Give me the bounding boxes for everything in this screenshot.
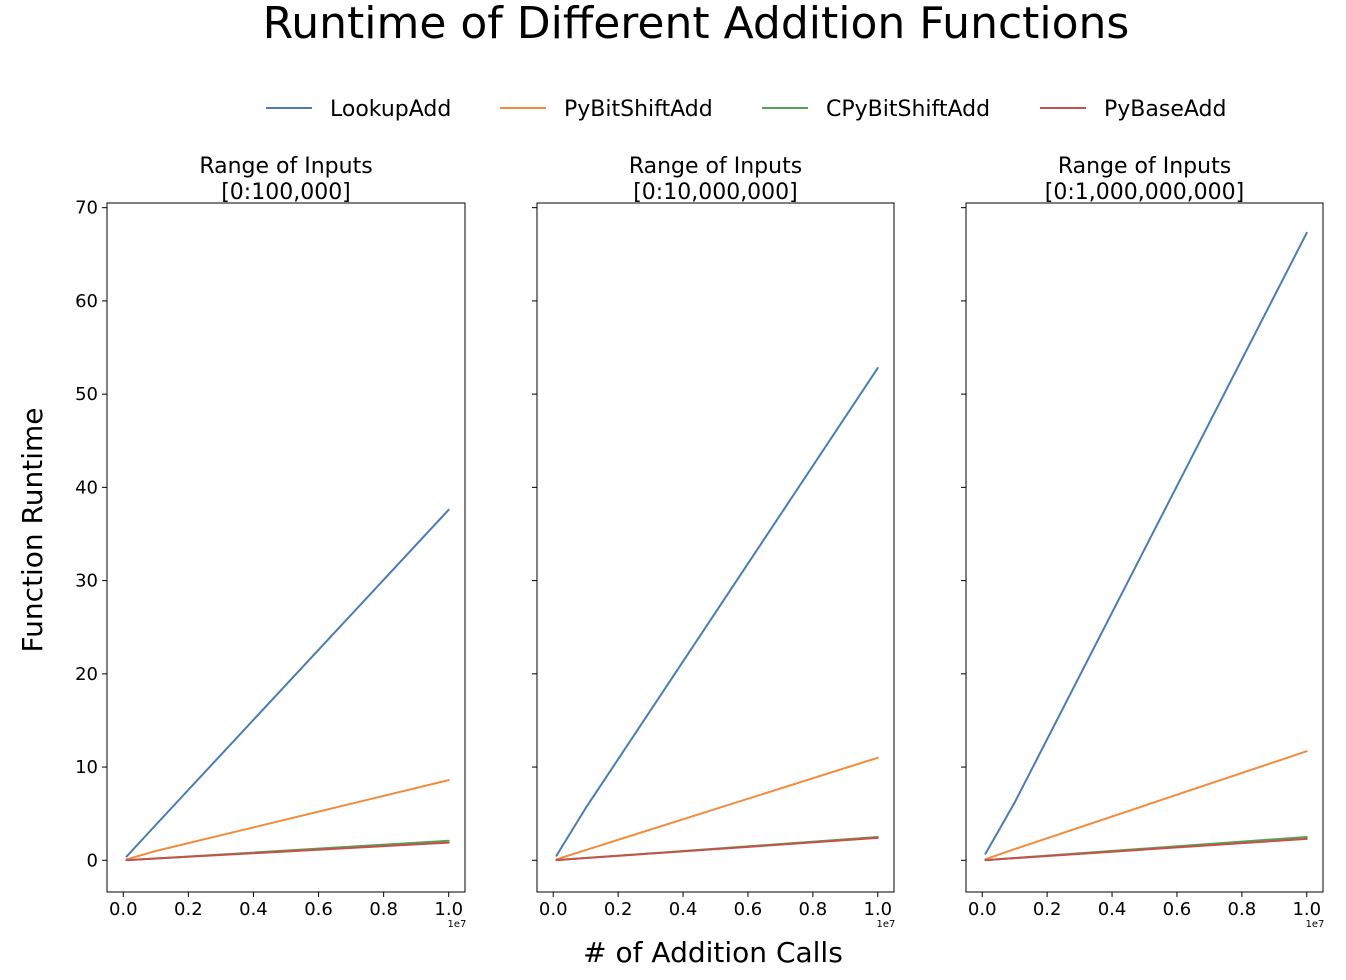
x-tick-label: 1.0 <box>1292 899 1321 920</box>
series-line-pybaseadd <box>555 836 879 862</box>
x-tick-label: 0.6 <box>304 899 333 920</box>
subplot-3: Range of Inputs[0:1,000,000,000] 0.0 0.2 0.… <box>961 154 1324 930</box>
legend-label-cpybitshiftadd: CPyBitShiftAdd <box>826 97 990 122</box>
legend-label-pybaseadd: PyBaseAdd <box>1104 97 1226 122</box>
x-offset-label: 1e7 <box>448 919 467 930</box>
legend: LookupAdd PyBitShiftAdd CPyBitShiftAdd PyBa… <box>266 97 1226 122</box>
y-tick-label: 30 <box>75 571 98 592</box>
axes-frame <box>536 202 895 893</box>
x-tick-label: 1.0 <box>434 899 463 920</box>
y-tick-label: 50 <box>75 384 98 405</box>
subplot-title-line2: [0:100,000] <box>221 180 351 205</box>
legend-label-pybitshiftadd: PyBitShiftAdd <box>564 97 713 122</box>
x-tick-label: 0.4 <box>1098 899 1127 920</box>
y-tick-label: 0 <box>87 850 98 871</box>
series-line-pybitshiftadd <box>125 779 450 861</box>
series-line-pybitshiftadd <box>984 750 1308 861</box>
subplots: Range of Inputs[0:100,000]0.0 0.2 0.4 0.6 0.… <box>75 154 1324 930</box>
x-tick-label: 0.2 <box>1033 899 1062 920</box>
x-tick-label: 0.2 <box>174 899 203 920</box>
x-tick-label: 0.0 <box>968 899 997 920</box>
x-tick-label: 1.0 <box>863 899 892 920</box>
x-axis-label: # of Addition Calls <box>583 936 843 969</box>
x-tick-label: 0.8 <box>799 899 828 920</box>
y-tick-label: 40 <box>75 477 98 498</box>
figure-title: Runtime of Different Addition Functions <box>263 0 1130 49</box>
series-line-pybitshiftadd <box>555 756 879 861</box>
subplot-title-line1: Range of Inputs <box>629 154 802 179</box>
subplot-title-line2: [0:1,000,000,000] <box>1045 180 1245 205</box>
x-tick-label: 0.8 <box>1228 899 1257 920</box>
legend-label-lookupadd: LookupAdd <box>330 97 451 122</box>
x-offset-label: 1e7 <box>877 919 896 930</box>
series-line-pybaseadd <box>984 837 1308 862</box>
x-tick-label: 0.6 <box>734 899 763 920</box>
x-tick-label: 0.8 <box>369 899 398 920</box>
series-line-lookupadd <box>555 367 879 857</box>
axes-frame <box>106 202 466 893</box>
series-line-pybaseadd <box>125 841 450 862</box>
subplot-1: Range of Inputs[0:100,000] 0.0 0.2 0.4 0.6 0.… <box>75 154 466 930</box>
y-tick-label: 70 <box>75 198 98 219</box>
subplot-title-line1: Range of Inputs <box>1058 154 1231 179</box>
subplot-title-line1: Range of Inputs <box>199 154 372 179</box>
axes-frame <box>965 202 1324 893</box>
subplot-title-line2: [0:10,000,000] <box>633 180 798 205</box>
x-tick-label: 0.6 <box>1163 899 1192 920</box>
x-offset-label: 1e7 <box>1306 919 1325 930</box>
x-tick-label: 0.0 <box>539 899 568 920</box>
x-tick-label: 0.4 <box>239 899 268 920</box>
series-line-lookupadd <box>984 231 1308 855</box>
x-tick-label: 0.0 <box>109 899 138 920</box>
y-tick-label: 20 <box>75 664 98 685</box>
y-tick-label: 10 <box>75 757 98 778</box>
y-tick-label: 60 <box>75 291 98 312</box>
y-axis-label: Function Runtime <box>16 408 49 653</box>
x-tick-label: 0.4 <box>669 899 698 920</box>
subplot-2: Range of Inputs[0:10,000,000] 0.0 0.2 0.4 0.… <box>532 154 895 930</box>
x-tick-label: 0.2 <box>604 899 633 920</box>
series-line-lookupadd <box>125 508 450 858</box>
